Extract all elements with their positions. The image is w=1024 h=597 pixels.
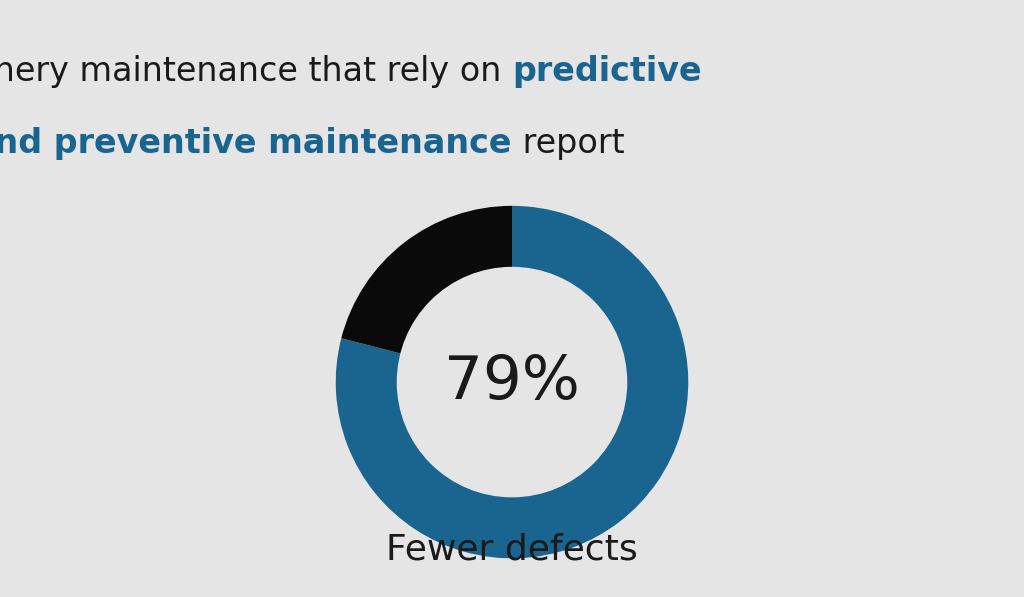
Wedge shape [336, 206, 688, 558]
Text: report: report [512, 127, 625, 160]
Text: and preventive maintenance: and preventive maintenance [0, 127, 512, 160]
Circle shape [397, 267, 627, 497]
Text: Managers of machinery maintenance that rely on: Managers of machinery maintenance that r… [0, 55, 512, 88]
Text: predictive: predictive [512, 55, 701, 88]
Text: 79%: 79% [444, 353, 580, 411]
Wedge shape [341, 206, 512, 353]
Text: Fewer defects: Fewer defects [386, 533, 638, 566]
